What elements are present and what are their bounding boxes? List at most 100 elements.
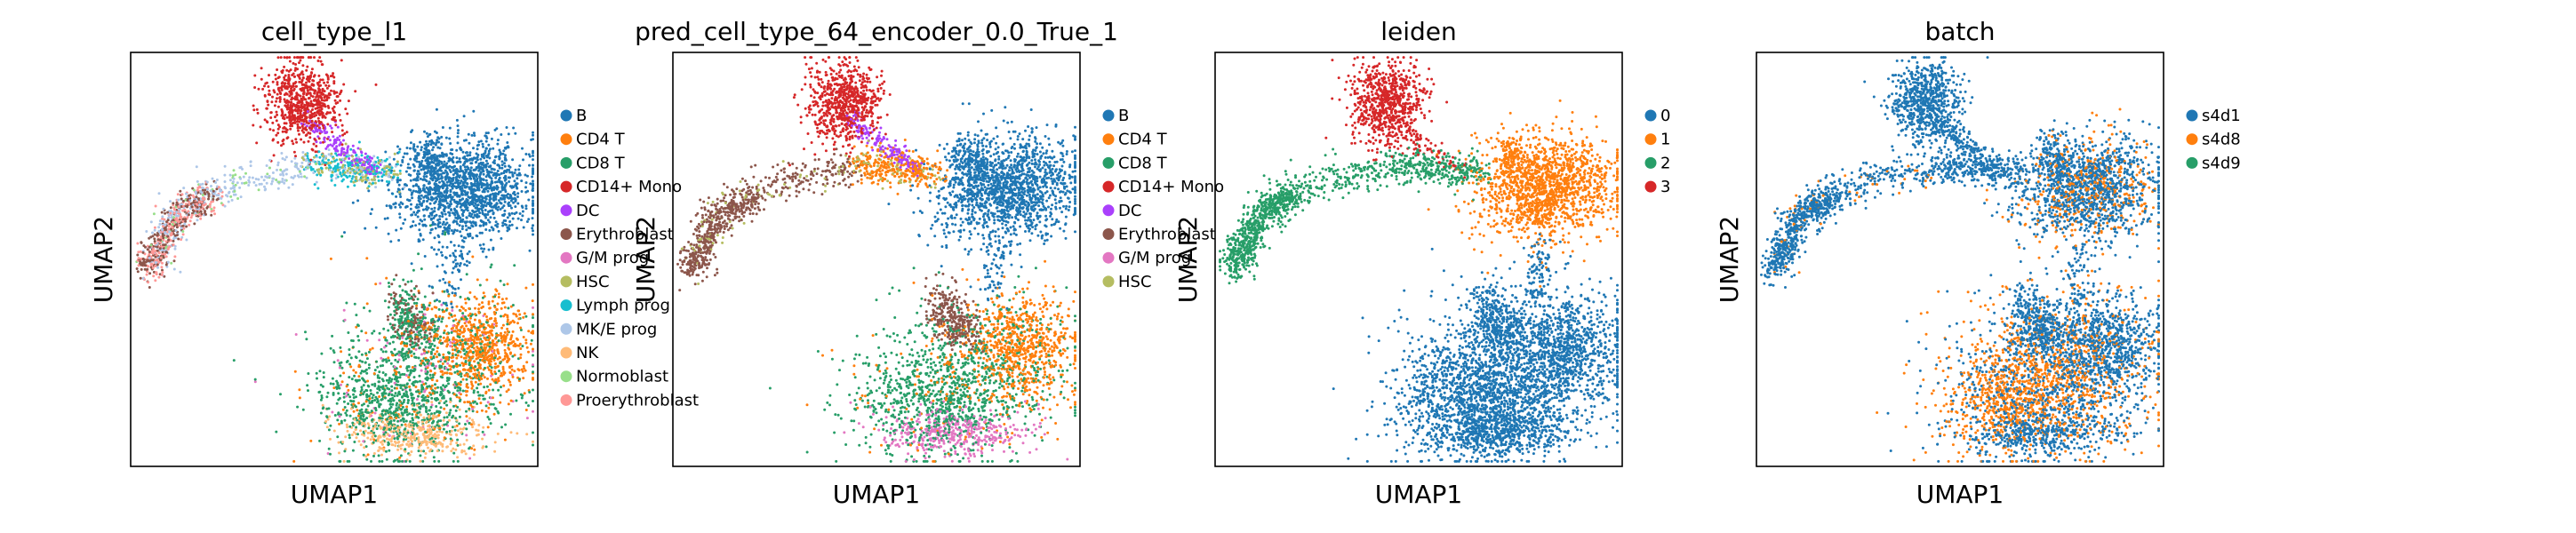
scatter-point <box>368 402 372 404</box>
scatter-point <box>334 123 338 127</box>
scatter-point <box>532 377 534 379</box>
scatter-point <box>479 334 482 338</box>
scatter-point <box>462 356 466 360</box>
scatter-point <box>380 168 384 171</box>
scatter-point <box>532 224 534 227</box>
scatter-point <box>417 446 420 449</box>
scatter-point <box>373 181 377 185</box>
scatter-point <box>333 99 337 102</box>
scatter-point <box>429 345 432 348</box>
scatter-point <box>254 184 258 187</box>
scatter-point <box>434 383 436 386</box>
scatter-point <box>365 357 369 361</box>
scatter-point <box>466 297 469 300</box>
scatter-point <box>490 263 493 266</box>
scatter-point <box>482 445 485 449</box>
scatter-point <box>445 184 449 187</box>
scatter-point <box>445 173 449 177</box>
scatter-point <box>406 198 409 202</box>
scatter-point <box>317 81 321 84</box>
scatter-point <box>393 152 396 155</box>
scatter-point <box>486 416 490 418</box>
scatter-point <box>413 408 417 411</box>
scatter-point <box>506 216 509 219</box>
scatter-point <box>471 410 475 413</box>
scatter-point <box>479 402 483 405</box>
scatter-point <box>502 283 506 287</box>
scatter-point <box>263 94 267 98</box>
scatter-point <box>455 118 459 122</box>
scatter-point <box>532 323 534 327</box>
scatter-point <box>355 325 358 329</box>
scatter-point <box>449 397 452 401</box>
scatter-point <box>437 241 441 244</box>
scatter-point <box>511 217 515 220</box>
scatter-point <box>399 447 403 450</box>
scatter-point <box>429 335 433 338</box>
scatter-point <box>476 386 479 390</box>
scatter-point <box>372 172 375 176</box>
scatter-point <box>502 204 506 208</box>
scatter-point <box>443 310 446 314</box>
scatter-point <box>275 179 278 181</box>
scatter-point <box>379 282 382 285</box>
scatter-point <box>338 113 341 116</box>
scatter-point <box>500 386 502 389</box>
scatter-point <box>512 126 516 130</box>
scatter-point <box>396 145 399 148</box>
scatter-point <box>382 431 386 434</box>
scatter-point <box>509 431 513 434</box>
scatter-point <box>497 229 500 233</box>
scatter-point <box>508 180 511 183</box>
scatter-point <box>522 226 525 229</box>
scatter-point <box>257 188 260 192</box>
scatter-point <box>501 368 505 370</box>
scatter-point <box>522 315 525 319</box>
scatter-point <box>388 322 392 326</box>
scatter-point <box>479 342 483 346</box>
scatter-point <box>390 385 394 388</box>
scatter-point <box>400 423 404 426</box>
scatter-point <box>507 306 510 310</box>
scatter-point <box>412 164 416 168</box>
scatter-point <box>345 423 348 426</box>
scatter-point <box>267 103 270 107</box>
scatter-point <box>456 131 460 135</box>
scatter-point <box>170 231 173 235</box>
scatter-point <box>525 361 529 364</box>
scatter-point <box>431 220 435 224</box>
scatter-point <box>453 291 457 295</box>
scatter-point <box>358 172 362 176</box>
scatter-point <box>483 376 486 379</box>
scatter-point <box>372 330 376 333</box>
scatter-point <box>356 335 360 338</box>
scatter-point <box>496 139 500 142</box>
scatter-point <box>372 176 376 179</box>
scatter-point <box>443 331 445 335</box>
scatter-point <box>525 433 529 436</box>
scatter-point <box>461 218 465 221</box>
scatter-point <box>374 186 378 189</box>
scatter-point <box>465 350 468 354</box>
scatter-point <box>532 229 534 233</box>
scatter-point <box>325 86 329 90</box>
scatter-point <box>234 173 237 177</box>
scatter-point <box>214 181 218 184</box>
scatter-point <box>453 428 457 432</box>
scatter-point <box>388 342 392 346</box>
scatter-point <box>450 148 453 152</box>
scatter-point <box>394 205 397 209</box>
scatter-point <box>524 207 528 211</box>
scatter-point <box>255 141 259 145</box>
scatter-point <box>198 186 202 189</box>
scatter-point <box>382 392 386 395</box>
scatter-point <box>336 101 340 104</box>
scatter-point <box>189 216 193 219</box>
scatter-point <box>396 419 400 423</box>
scatter-point <box>215 187 219 191</box>
scatter-point <box>348 157 351 160</box>
scatter-point <box>172 259 176 263</box>
scatter-point <box>388 407 391 410</box>
scatter-point <box>344 142 348 146</box>
scatter-point <box>412 145 416 148</box>
